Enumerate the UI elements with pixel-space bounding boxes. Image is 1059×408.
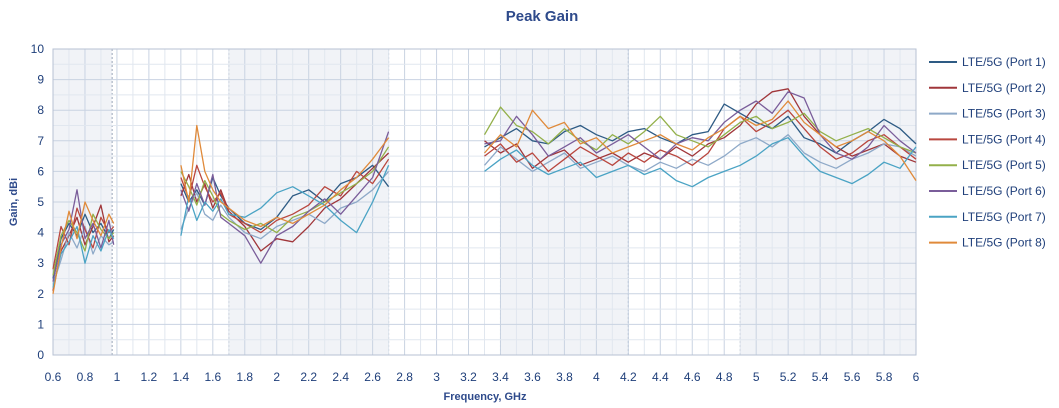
x-tick-label: 3.6 bbox=[524, 370, 541, 384]
x-tick-label: 5 bbox=[753, 370, 760, 384]
legend-label: LTE/5G (Port 1) bbox=[962, 55, 1046, 69]
series-port-6 bbox=[52, 91, 917, 282]
x-tick-label: 1 bbox=[114, 370, 121, 384]
y-tick-label: 5 bbox=[37, 195, 44, 209]
legend-label: LTE/5G (Port 5) bbox=[962, 158, 1046, 172]
series-line-segment bbox=[484, 100, 917, 181]
x-tick-label: 2 bbox=[273, 370, 280, 384]
y-axis-title: Gain, dBi bbox=[8, 178, 20, 226]
x-axis-title: Frequency, GHz bbox=[444, 391, 527, 403]
series-line-segment bbox=[484, 137, 917, 188]
y-tick-label: 3 bbox=[37, 256, 44, 270]
chart-title: Peak Gain bbox=[506, 8, 579, 25]
series-line-segment bbox=[180, 158, 390, 234]
y-tick-label: 1 bbox=[37, 317, 44, 331]
legend-item-port-3: LTE/5G (Port 3) bbox=[929, 107, 1046, 121]
series-line-segment bbox=[52, 225, 115, 288]
series-line-segment bbox=[484, 91, 917, 160]
series-line-segment bbox=[484, 103, 917, 154]
legend-item-port-4: LTE/5G (Port 4) bbox=[929, 132, 1046, 146]
x-tick-label: 1.4 bbox=[173, 370, 190, 384]
x-tick-label: 3 bbox=[433, 370, 440, 384]
x-tick-label: 4 bbox=[593, 370, 600, 384]
series-line-segment bbox=[484, 134, 917, 173]
x-tick-label: 4.4 bbox=[652, 370, 669, 384]
series-line-segment bbox=[484, 88, 917, 169]
x-tick-label: 1.2 bbox=[141, 370, 158, 384]
legend-label: LTE/5G (Port 8) bbox=[962, 236, 1046, 250]
series-line-segment bbox=[180, 131, 390, 264]
y-tick-label: 8 bbox=[37, 103, 44, 117]
y-tick-label: 2 bbox=[37, 287, 44, 301]
y-tick-label: 6 bbox=[37, 164, 44, 178]
series-lines bbox=[52, 88, 917, 294]
legend-label: LTE/5G (Port 2) bbox=[962, 81, 1046, 95]
series-line-segment bbox=[180, 146, 390, 234]
legend-item-port-8: LTE/5G (Port 8) bbox=[929, 236, 1046, 250]
grid-lines bbox=[52, 48, 917, 356]
x-tick-label: 0.8 bbox=[77, 370, 94, 384]
legend-label: LTE/5G (Port 3) bbox=[962, 107, 1046, 121]
x-tick-label: 1.8 bbox=[236, 370, 253, 384]
plot-border bbox=[52, 48, 917, 356]
x-tick-label: 5.6 bbox=[844, 370, 861, 384]
x-tick-label: 3.2 bbox=[460, 370, 477, 384]
legend-item-port-6: LTE/5G (Port 6) bbox=[929, 184, 1046, 198]
series-line-segment bbox=[180, 165, 390, 236]
series-line-segment bbox=[52, 201, 115, 294]
x-tick-label: 4.6 bbox=[684, 370, 701, 384]
y-axis-ticks: 0 1 2 3 4 5 6 7 8 9 10 bbox=[31, 42, 45, 362]
x-tick-label: 4.2 bbox=[620, 370, 637, 384]
x-tick-label: 2.8 bbox=[396, 370, 413, 384]
x-tick-label: 2.4 bbox=[332, 370, 349, 384]
legend-label: LTE/5G (Port 6) bbox=[962, 184, 1046, 198]
x-axis-ticks: 0.6 0.8 1 1.2 1.4 1.6 1.8 2 2.2 2.4 2.6 2.8 3 3.2 3.4 3… bbox=[45, 370, 920, 384]
x-tick-label: 3.8 bbox=[556, 370, 573, 384]
series-line-segment bbox=[52, 189, 115, 282]
legend-label: LTE/5G (Port 7) bbox=[962, 210, 1046, 224]
legend-item-port-5: LTE/5G (Port 5) bbox=[929, 158, 1046, 172]
legend-item-port-2: LTE/5G (Port 2) bbox=[929, 81, 1046, 95]
x-tick-label: 1.6 bbox=[204, 370, 221, 384]
y-tick-label: 0 bbox=[37, 348, 44, 362]
series-line-segment bbox=[180, 164, 390, 231]
legend-item-port-7: LTE/5G (Port 7) bbox=[929, 210, 1046, 224]
x-tick-label: 5.8 bbox=[876, 370, 893, 384]
y-tick-label: 4 bbox=[37, 226, 44, 240]
legend: LTE/5G (Port 1) LTE/5G (Port 2) LTE/5G (Po… bbox=[929, 55, 1046, 250]
series-port-7 bbox=[52, 137, 917, 288]
x-tick-label: 6 bbox=[913, 370, 920, 384]
x-tick-label: 2.2 bbox=[300, 370, 317, 384]
x-tick-label: 4.8 bbox=[716, 370, 733, 384]
x-tick-label: 2.6 bbox=[364, 370, 381, 384]
y-tick-label: 9 bbox=[37, 73, 44, 87]
legend-item-port-1: LTE/5G (Port 1) bbox=[929, 55, 1046, 69]
x-tick-label: 3.4 bbox=[492, 370, 509, 384]
y-tick-label: 7 bbox=[37, 134, 44, 148]
x-tick-label: 5.4 bbox=[812, 370, 829, 384]
x-tick-label: 5.2 bbox=[780, 370, 797, 384]
y-tick-label: 10 bbox=[31, 42, 45, 56]
x-tick-label: 0.6 bbox=[45, 370, 62, 384]
series-port-8 bbox=[52, 100, 917, 294]
legend-label: LTE/5G (Port 4) bbox=[962, 132, 1046, 146]
series-line-segment bbox=[180, 124, 390, 228]
